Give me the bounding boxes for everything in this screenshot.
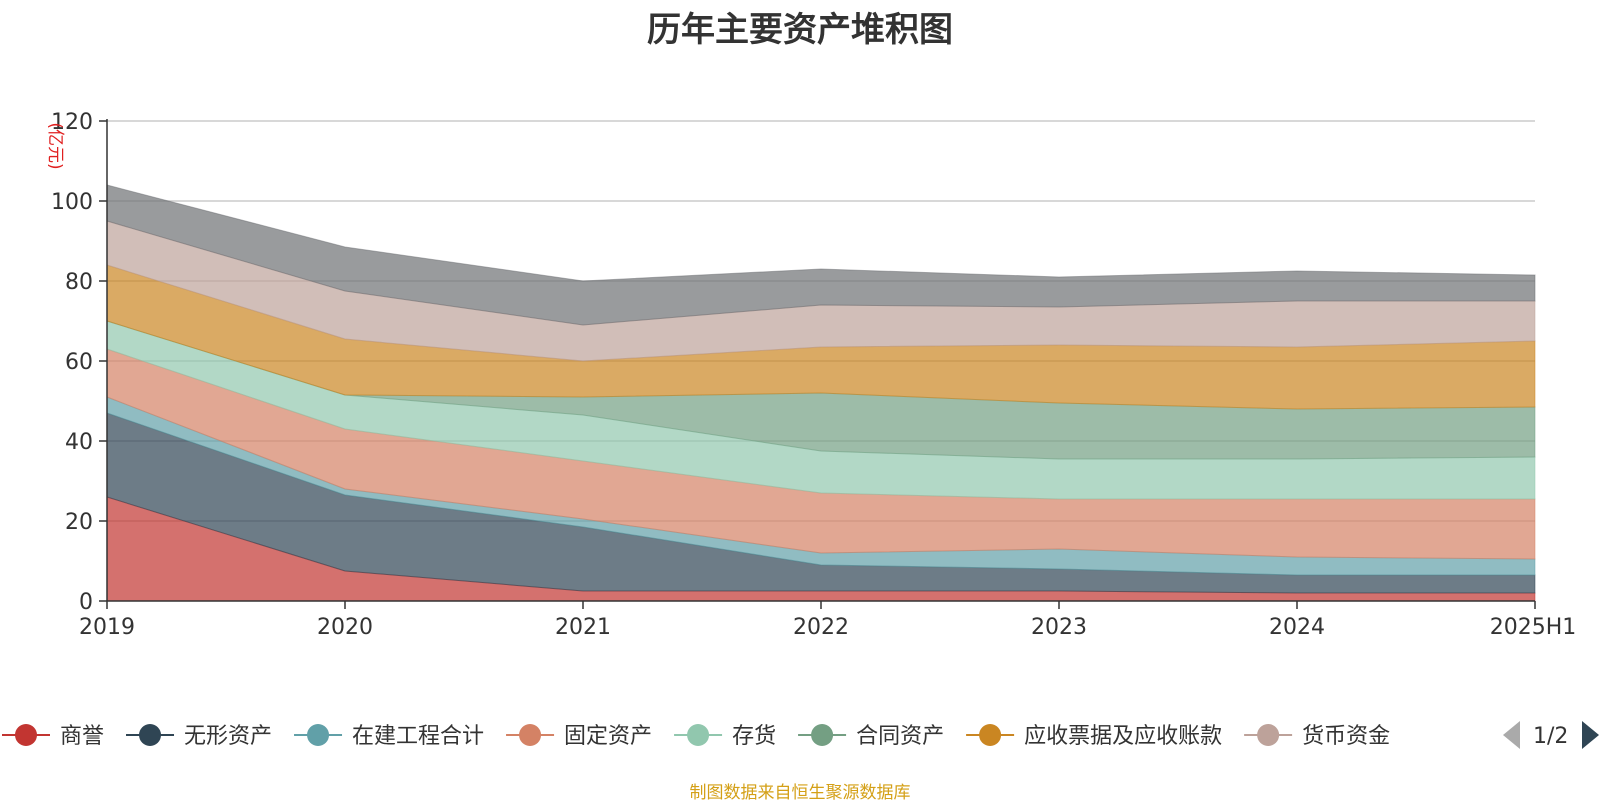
legend-label: 合同资产 (856, 724, 944, 749)
legend-item-0[interactable]: 商誉 (2, 724, 104, 749)
legend-item-6[interactable]: 应收票据及应收账款 (966, 724, 1222, 749)
legend-item-3[interactable]: 固定资产 (506, 724, 652, 749)
data-source-note: 制图数据来自恒生聚源数据库 (689, 783, 911, 803)
y-tick-label: 20 (65, 510, 93, 535)
legend-label: 商誉 (60, 724, 104, 749)
legend-marker (307, 724, 330, 746)
x-tick-label: 2020 (317, 615, 373, 640)
chart-title: 历年主要资产堆积图 (647, 10, 953, 50)
legend-pagination: 1/2 (1503, 721, 1599, 749)
legend-label: 在建工程合计 (352, 724, 484, 749)
legend-marker (1257, 724, 1280, 746)
legend-label: 应收票据及应收账款 (1024, 724, 1222, 749)
legend-label: 无形资产 (184, 724, 272, 749)
legend-label: 固定资产 (564, 724, 652, 749)
y-tick-label: 100 (51, 190, 93, 215)
area-series-8 (106, 184, 1536, 326)
legend-item-7[interactable]: 货币资金 (1244, 724, 1390, 749)
x-tick-label: 2019 (79, 615, 135, 640)
x-tick-label: 2025H1 (1490, 615, 1577, 640)
legend-item-5[interactable]: 合同资产 (798, 724, 944, 749)
y-tick-label: 60 (65, 350, 93, 375)
legend-marker (139, 724, 162, 746)
y-tick-label: 0 (79, 590, 93, 615)
x-tick-label: 2021 (555, 615, 611, 640)
legend-label: 存货 (732, 724, 776, 749)
legend-item-1[interactable]: 无形资产 (126, 724, 272, 749)
y-tick-label: 80 (65, 270, 93, 295)
x-tick-label: 2022 (793, 615, 849, 640)
legend-marker (15, 724, 37, 746)
legend-marker (811, 724, 834, 746)
legend-marker (979, 724, 1002, 746)
y-tick-label: 40 (65, 430, 93, 455)
legend-label: 货币资金 (1302, 724, 1390, 749)
legend-marker (687, 724, 710, 746)
legend-marker (519, 724, 542, 746)
x-tick-label: 2023 (1031, 615, 1087, 640)
prev-page-icon[interactable] (1503, 721, 1520, 749)
y-axis-unit-label: (亿元) (45, 122, 65, 169)
legend-item-2[interactable]: 在建工程合计 (294, 724, 484, 749)
y-tick-label: 120 (51, 110, 93, 135)
page-indicator: 1/2 (1533, 724, 1568, 749)
next-page-icon[interactable] (1582, 721, 1599, 749)
legend-item-4[interactable]: 存货 (674, 724, 776, 749)
x-tick-label: 2024 (1269, 615, 1325, 640)
